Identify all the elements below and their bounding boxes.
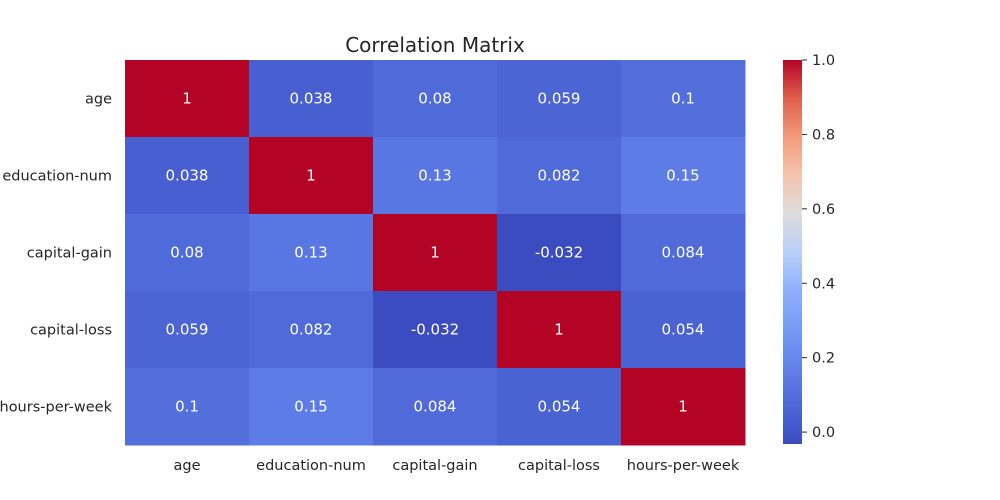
cell-value-label: 0.084 [662, 244, 705, 262]
heatmap-cell [621, 368, 746, 446]
heatmap-cell [249, 368, 374, 446]
cell-value-label: 0.054 [662, 321, 705, 339]
column-tick-label: capital-gain [392, 458, 477, 474]
column-tick-labels: age education-num capital-gain capital-loss… [173, 458, 739, 474]
heatmap-cell [621, 291, 746, 369]
row-tick-label: capital-gain [27, 246, 112, 262]
heatmap-cell [249, 214, 374, 292]
heatmap-cell [373, 137, 498, 215]
row-tick-label: age [85, 92, 112, 108]
cell-value-label: 0.15 [666, 167, 699, 185]
heatmap-cell [125, 137, 250, 215]
heatmap-cell [249, 137, 374, 215]
heatmap-cell [621, 60, 746, 138]
heatmap-cell [125, 368, 250, 446]
cell-value-label: 1 [182, 90, 192, 108]
heatmap-cell [125, 214, 250, 292]
cell-value-label: -0.032 [535, 244, 583, 262]
cell-value-label: 1 [430, 244, 440, 262]
cell-value-label: 0.038 [166, 167, 209, 185]
cell-value-label: 0.059 [538, 90, 581, 108]
cell-value-label: 0.084 [414, 398, 457, 416]
heatmap-cell [373, 291, 498, 369]
cell-value-label: 0.059 [166, 321, 209, 339]
colorbar-tick-label: 0.4 [812, 276, 835, 292]
row-tick-labels: age education-num capital-gain capital-loss… [0, 92, 113, 416]
cell-value-label: 0.13 [294, 244, 327, 262]
cell-value-label: 0.15 [294, 398, 327, 416]
cell-value-label: 0.08 [170, 244, 203, 262]
cell-value-label: 0.08 [418, 90, 451, 108]
heatmap-cell [249, 60, 374, 138]
heatmap-cell [373, 368, 498, 446]
cell-value-label: 0.1 [175, 398, 199, 416]
colorbar-tick-labels: 0.0 0.2 0.4 0.6 0.8 1.0 [802, 53, 835, 441]
heatmap-cell [497, 291, 622, 369]
heatmap-cell [621, 214, 746, 292]
cell-value-label: 0.1 [671, 90, 695, 108]
heatmap-cell [125, 60, 250, 138]
cell-value-label: 0.13 [418, 167, 451, 185]
heatmap-cell [373, 60, 498, 138]
cell-value-label: -0.032 [411, 321, 459, 339]
column-tick-label: age [173, 458, 200, 474]
heatmap-cell [497, 60, 622, 138]
heatmap-cells: 1 0.038 0.08 0.059 0.1 0.038 1 0.13 0.082 0.15 0.0… [125, 60, 746, 446]
colorbar-tick-label: 1.0 [812, 53, 835, 69]
heatmap-cell [373, 214, 498, 292]
cell-value-label: 0.054 [538, 398, 581, 416]
cell-value-label: 1 [678, 398, 688, 416]
column-tick-label: education-num [256, 458, 366, 474]
cell-value-label: 1 [554, 321, 564, 339]
heatmap-cell [497, 137, 622, 215]
column-tick-label: capital-loss [518, 458, 600, 474]
heatmap-cell [249, 291, 374, 369]
row-tick-label: hours-per-week [0, 400, 113, 416]
colorbar-tick-label: 0.2 [812, 351, 835, 367]
colorbar [783, 60, 802, 444]
colorbar-tick-label: 0.6 [812, 202, 835, 218]
cell-value-label: 1 [306, 167, 316, 185]
cell-value-label: 0.082 [538, 167, 581, 185]
heatmap-cell [497, 368, 622, 446]
heatmap-cell [621, 137, 746, 215]
cell-value-label: 0.038 [290, 90, 333, 108]
chart-title: Correlation Matrix [345, 33, 525, 57]
heatmap-cell [497, 214, 622, 292]
row-tick-label: capital-loss [30, 323, 112, 339]
colorbar-tick-label: 0.0 [812, 425, 835, 441]
colorbar-tick-label: 0.8 [812, 127, 835, 143]
cell-value-label: 0.082 [290, 321, 333, 339]
row-tick-label: education-num [2, 169, 112, 185]
column-tick-label: hours-per-week [627, 458, 740, 474]
heatmap-cell [125, 291, 250, 369]
